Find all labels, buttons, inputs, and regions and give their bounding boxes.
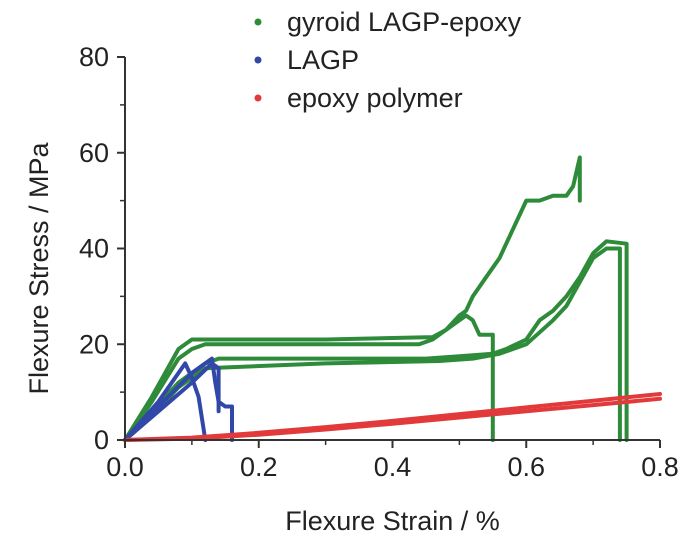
x-tick-label: 0.2 xyxy=(240,452,278,482)
x-tick-label: 0.6 xyxy=(507,452,545,482)
y-ticks: 0 20 40 60 80 xyxy=(79,42,125,455)
plot-lines xyxy=(123,155,662,442)
series-line-lagp-1 xyxy=(123,361,208,442)
legend-marker xyxy=(254,56,262,64)
y-tick-label: 20 xyxy=(79,329,109,359)
y-tick-label: 80 xyxy=(79,42,109,72)
x-ticks: 0.0 0.2 0.4 0.6 0.8 xyxy=(106,440,679,482)
y-tick-label: 40 xyxy=(79,234,109,264)
x-axis-title: Flexure Strain / % xyxy=(285,506,500,536)
legend-label: LAGP xyxy=(287,45,359,75)
legend-marker xyxy=(254,94,262,102)
x-tick-label: 0.4 xyxy=(374,452,412,482)
legend: gyroid LAGP-epoxy LAGP epoxy polymer xyxy=(254,7,522,113)
series-line-lagp-3 xyxy=(123,361,221,442)
x-tick-label: 0.0 xyxy=(106,452,144,482)
x-tick-label: 0.8 xyxy=(641,452,679,482)
y-axis-title: Flexure Stress / MPa xyxy=(24,141,54,394)
series-line-gyroid-lagp-epoxy-2 xyxy=(123,313,495,442)
series-line-epoxy-polymer-2 xyxy=(123,396,662,442)
y-tick-label: 0 xyxy=(94,425,109,455)
axes xyxy=(124,57,660,441)
series-line-lagp-2 xyxy=(123,356,234,442)
series-line-gyroid-lagp-epoxy-1 xyxy=(123,155,582,442)
legend-label: epoxy polymer xyxy=(287,83,463,113)
legend-marker xyxy=(254,18,262,26)
y-tick-label: 60 xyxy=(79,138,109,168)
legend-label: gyroid LAGP-epoxy xyxy=(287,7,522,37)
